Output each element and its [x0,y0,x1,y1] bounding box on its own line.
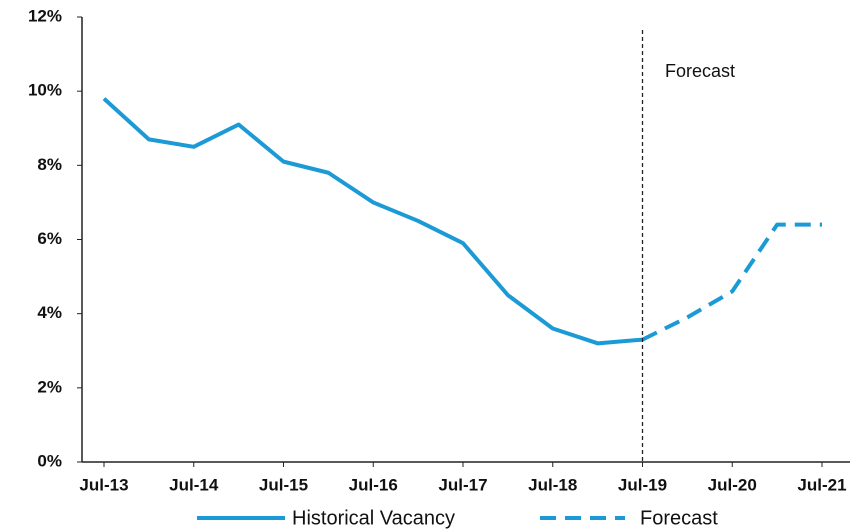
annotation: Forecast [665,61,735,81]
y-tick-label: 10% [28,81,62,100]
y-tick-label: 4% [37,303,62,322]
x-tick-label: Jul-14 [169,475,219,494]
y-tick-label: 6% [37,229,62,248]
data-line [102,97,643,346]
y-tick-label: 2% [37,377,62,396]
x-tick-label: Jul-17 [438,475,487,494]
x-tick-label: Jul-13 [79,475,128,494]
x-tick-label: Jul-21 [797,475,846,494]
y-tick-label: 8% [37,155,62,174]
x-tick-label: Jul-18 [528,475,577,494]
legend-label: Forecast [640,507,718,529]
x-tick-label: Jul-20 [708,475,757,494]
legend-label: Historical Vacancy [292,507,455,529]
x-tick-label: Jul-16 [349,475,398,494]
x-tick-label: Jul-19 [618,475,667,494]
y-tick-label: 0% [37,451,62,470]
data-line [641,222,822,342]
x-tick-label: Jul-15 [259,475,308,494]
y-tick-label: 12% [28,6,62,25]
